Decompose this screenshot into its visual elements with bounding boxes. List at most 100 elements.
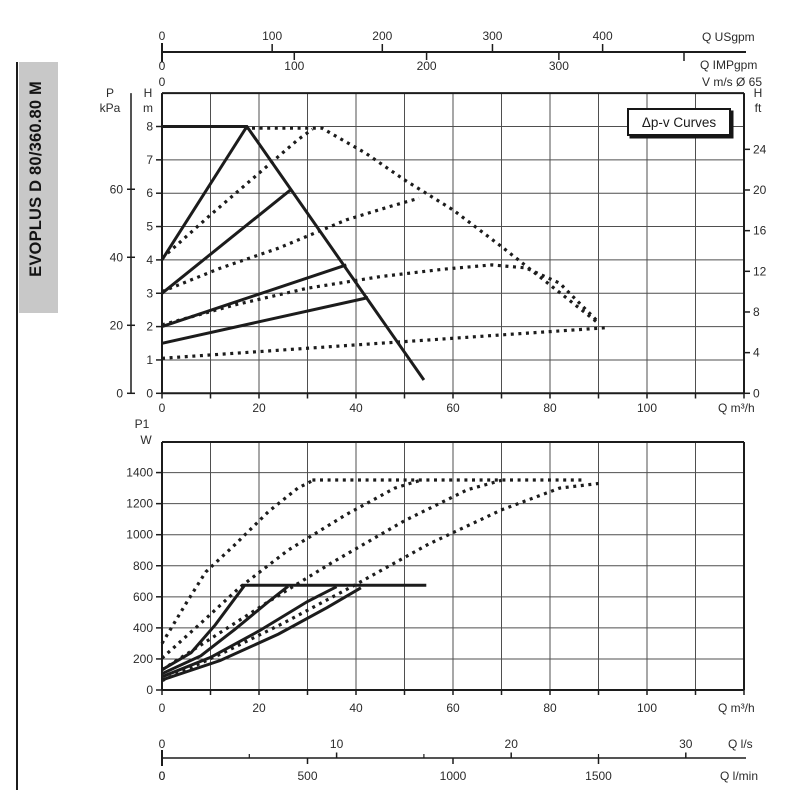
impgpm-tick-label: 100 [284,59,304,73]
flow-axis-title: Q m³/h [718,401,755,415]
head-ft-tick-label: 8 [753,305,760,319]
head-m-tick-label: 8 [146,120,153,134]
p-dpv-3 [161,585,338,679]
head-m-tick-label: 3 [146,286,153,300]
pressure-kpa-tick-label: 40 [110,250,124,264]
flow-tick-label: 80 [543,401,557,415]
pressure-kpa-tick-label: 0 [116,386,123,400]
head-flow-chart: 0 20 40 60 80 100 Q m³/h012345678Hm0204060PkPa… [100,86,767,415]
flow-tick-label: 40 [349,401,363,415]
head-m-tick-label: 5 [146,220,153,234]
power-tick-label: 600 [133,590,153,604]
head-m-tick-label: 0 [146,386,153,400]
p-twin-2 [160,479,420,660]
usgpm-tick-label: 0 [159,29,166,43]
lmin-tick-label: 1000 [440,769,467,783]
pressure-axis-title: P [106,86,114,100]
head-m-tick-label: 6 [146,186,153,200]
twin-dpv-line-2 [161,196,420,294]
head-m-axis-title: H [144,86,153,100]
power-axis-unit: W [140,433,152,447]
dpv-line-2 [161,188,292,295]
head-ft-tick-label: 0 [753,386,760,400]
lmin-tick-label: 0 [159,769,166,783]
dpv-curves-annotation: Δp-v Curves [627,108,731,136]
power-tick-label: 400 [133,621,153,635]
usgpm-tick-label: 200 [372,29,392,43]
head-ft-tick-label: 20 [753,183,767,197]
twin-dpv-line-3 [161,263,598,327]
power-chart-curves [160,478,599,683]
power-tick-label: 1200 [126,497,153,511]
flow-tick-label: 0 [159,401,166,415]
lmin-tick-label: 0 [159,769,166,783]
impgpm-tick-label: 200 [417,59,437,73]
lmin-axis-title: Q l/min [720,769,758,783]
dpv-line-3 [161,263,347,329]
pressure-kpa-tick-label: 20 [110,318,124,332]
head-ft-tick-label: 4 [753,346,760,360]
head-m-tick-label: 1 [146,353,153,367]
power-chart-grid [161,442,745,690]
velocity-zero-label: 0 [159,75,166,89]
twin-min-curve [161,326,609,360]
model-sidebar: EVOPLUS D 80/360.80 M [19,62,58,313]
p-twin-1 [160,479,314,645]
flow-tick-label: 60 [446,401,460,415]
ls-tick-label: 10 [330,737,344,751]
head-chart-axes: 0 20 40 60 80 100 Q m³/h012345678Hm0204060PkPa… [100,86,767,415]
dpv-line-4 [161,296,369,345]
flow-tick-label: 100 [637,701,657,715]
usgpm-axis-title: Q USgpm [702,30,755,44]
power-flow-chart: P1 W 0 200 400 600 800 1000 1200 1400 0 20 40 60 80 100… [126,417,754,715]
p-twin-3 [161,478,502,672]
dpv-curves-label: Δp-v Curves [641,114,717,130]
head-chart-grid [161,93,745,394]
flow-tick-label: 80 [543,701,557,715]
dpv-line-1 [160,125,249,261]
flow-tick-label: 0 [159,701,166,715]
head-ft-tick-label: 12 [753,264,767,278]
power-tick-label: 0 [146,683,153,697]
p-dpv-4 [161,586,362,682]
flow-tick-label: 20 [252,401,266,415]
usgpm-tick-label: 100 [262,29,282,43]
flow-tick-label: 20 [252,701,266,715]
flow-tick-label: 100 [637,401,657,415]
twin-dpv-line-1 [160,127,314,260]
head-ft-tick-label: 24 [753,142,767,156]
p-dpv-1 [161,584,246,672]
ls-tick-label: 0 [159,737,166,751]
flow-tick-label: 40 [349,701,363,715]
head-ft-axis-title: H [754,86,763,100]
model-title: EVOPLUS D 80/360.80 M [27,81,45,277]
head-ft-tick-label: 16 [753,224,767,238]
usgpm-tick-label: 400 [593,29,613,43]
lmin-tick-label: 1500 [585,769,612,783]
head-m-tick-label: 7 [146,153,153,167]
usgpm-tick-label: 300 [482,29,502,43]
ls-axis-title: Q l/s [728,737,753,751]
power-tick-label: 1000 [126,528,153,542]
power-axis-title: P1 [135,417,150,431]
p-dpv-2 [161,585,290,676]
impgpm-tick-label: 300 [549,59,569,73]
head-m-tick-label: 2 [146,320,153,334]
power-chart-axes: P1 W 0 200 400 600 800 1000 1200 1400 0 20 40 60 80 100… [126,417,754,715]
flow-tick-label: 60 [446,701,460,715]
head-m-tick-label: 4 [146,253,153,267]
power-tick-label: 800 [133,559,153,573]
twin-max-curve [244,126,600,325]
power-tick-label: 200 [133,652,153,666]
flow-axis-title: Q m³/h [718,701,755,715]
pressure-axis-unit: kPa [100,101,121,115]
top-flow-axes: 0 100 200 300 400 0 100 200 300 0 Q USgpm Q IMPgpm V… [159,29,763,89]
p-twin-4 [161,481,599,683]
impgpm-tick-label: 0 [159,59,166,73]
power-tick-label: 1400 [126,466,153,480]
head-chart-curves [160,125,609,381]
velocity-axis-title: V m/s Ø 65 [702,75,762,89]
